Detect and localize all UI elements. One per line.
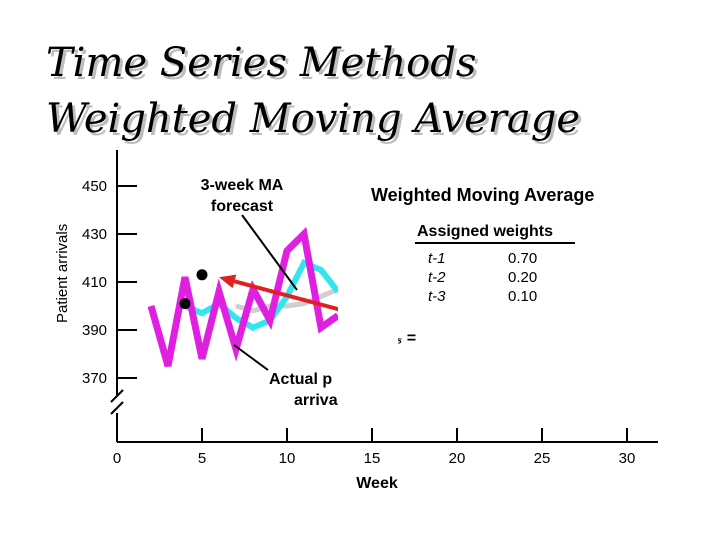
x-tick-label: 10 (279, 450, 296, 467)
x-tick-label: 0 (113, 450, 121, 467)
y-tick-label: 450 (82, 178, 107, 195)
weight-period: t-3 (428, 288, 446, 305)
highlight-point (196, 269, 208, 281)
reveal-mask (338, 260, 398, 410)
highlight-point (179, 298, 191, 310)
x-tick-label: 5 (198, 450, 206, 467)
chart-heading: Weighted Moving Average (371, 185, 594, 205)
ma-forecast-label-line1: 3-week MA (201, 177, 284, 194)
weight-value: 0.20 (508, 269, 537, 286)
y-tick-label: 390 (82, 322, 107, 339)
weight-value: 0.70 (508, 250, 537, 267)
series-actual (147, 226, 338, 367)
actual-label-line1: Actual p (269, 371, 332, 388)
axis-break-mark (110, 389, 124, 403)
ma-forecast-pointer (241, 214, 298, 291)
actual-label-line2: arriva (294, 392, 338, 409)
y-tick-label: 370 (82, 370, 107, 387)
x-tick-label: 15 (364, 450, 381, 467)
weights-heading: Assigned weights (417, 223, 553, 240)
y-tick-label: 410 (82, 274, 107, 291)
axis-break-mark (110, 401, 124, 415)
weight-value: 0.10 (508, 288, 537, 305)
weight-period: t-2 (428, 269, 446, 286)
x-tick-label: 25 (534, 450, 551, 467)
x-axis-label: Week (356, 475, 398, 492)
y-axis-label: Patient arrivals (54, 224, 71, 323)
x-tick-label: 20 (449, 450, 466, 467)
title-line-1: Time Series Methods (46, 40, 477, 86)
weight-period: t-1 (428, 250, 446, 267)
x-tick-label: 30 (619, 450, 636, 467)
title-line-2: Weighted Moving Average (46, 96, 581, 142)
series-weighted-ma-forecast (235, 286, 338, 314)
ma-forecast-label-line2: forecast (211, 198, 274, 215)
actual-pointer (233, 344, 269, 371)
forecast-arrow-head (219, 274, 237, 289)
y-tick-label: 430 (82, 226, 107, 243)
